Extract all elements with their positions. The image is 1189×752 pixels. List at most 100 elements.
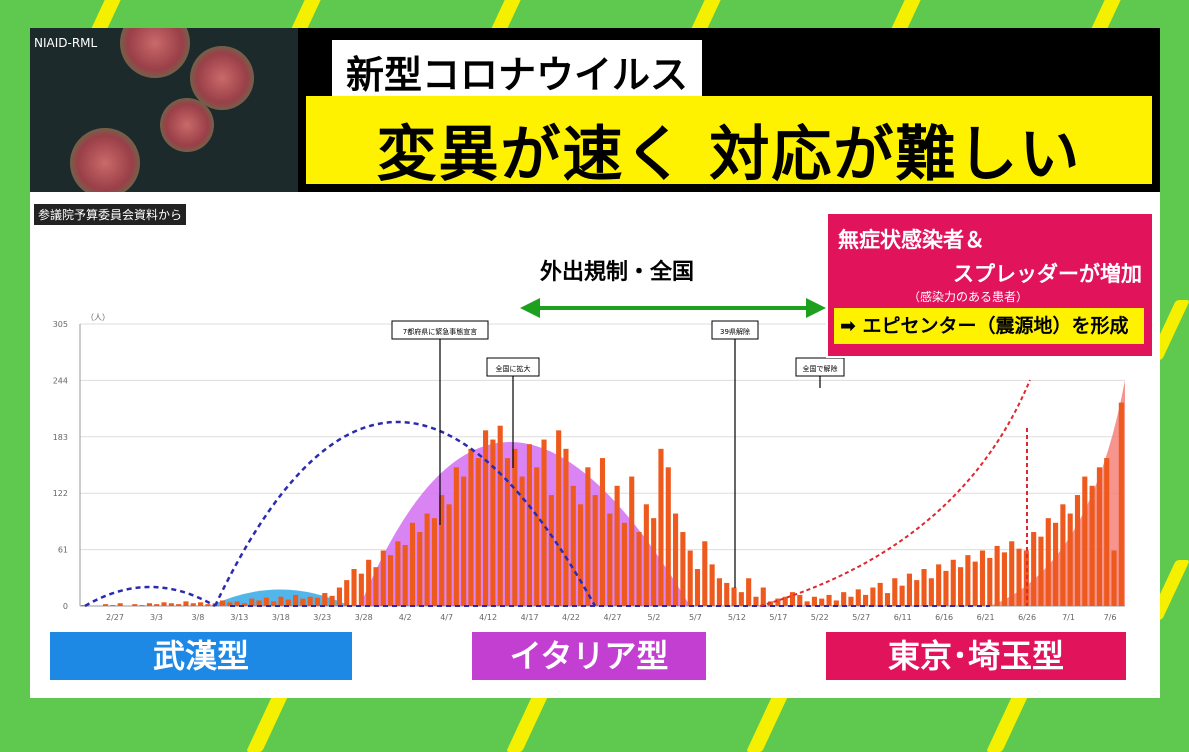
- bar: [680, 532, 686, 606]
- x-tick-label: 5/12: [728, 613, 746, 622]
- info-line-3: （感染力のある患者）: [908, 290, 1029, 304]
- x-tick-label: 3/18: [272, 613, 290, 622]
- info-line-2: スプレッダーが増加: [953, 262, 1142, 286]
- y-tick-label: 61: [58, 546, 68, 555]
- bar: [278, 596, 284, 606]
- bar: [753, 596, 759, 606]
- bar: [293, 594, 299, 606]
- bar: [1089, 485, 1095, 606]
- bar: [241, 603, 247, 606]
- bar: [322, 593, 328, 606]
- bar: [811, 596, 817, 606]
- bar: [1038, 536, 1044, 606]
- bar: [651, 518, 657, 606]
- y-tick-label: 305: [53, 320, 68, 329]
- bar: [1118, 402, 1124, 606]
- bar: [409, 522, 416, 606]
- bar: [928, 578, 934, 606]
- bar: [168, 603, 174, 606]
- bar: [877, 582, 883, 606]
- bar: [775, 598, 781, 606]
- bar: [994, 545, 1000, 606]
- decorative-stripe: [746, 692, 790, 752]
- announce-label: 外出規制・全国: [540, 260, 695, 285]
- x-tick-label: 7/1: [1062, 613, 1075, 622]
- bar: [1067, 513, 1073, 606]
- label-wuhan: 武漢型: [50, 632, 352, 680]
- annotation-label: 全国に拡大: [496, 364, 531, 373]
- x-tick-label: 6/26: [1018, 613, 1036, 622]
- bar: [227, 602, 233, 606]
- bar: [380, 550, 386, 606]
- bar: [987, 557, 993, 606]
- curve-italy: [213, 421, 597, 607]
- bar: [497, 425, 503, 606]
- x-tick-label: 6/11: [894, 613, 912, 622]
- bar: [943, 570, 949, 606]
- restriction-arrow-head-right: [806, 298, 826, 318]
- bar: [724, 582, 730, 606]
- bar: [563, 448, 569, 606]
- bar: [665, 467, 671, 606]
- bar: [1111, 550, 1117, 606]
- bar: [541, 439, 547, 606]
- bar: [395, 541, 401, 606]
- bar: [526, 444, 532, 606]
- bar: [344, 580, 350, 606]
- bar: [556, 430, 562, 606]
- bar: [263, 597, 269, 606]
- y-tick-label: 183: [53, 433, 68, 442]
- bar: [490, 439, 496, 606]
- bar: [658, 448, 664, 606]
- label-italy: イタリア型: [472, 632, 706, 680]
- bar: [782, 596, 788, 606]
- bar: [548, 495, 554, 606]
- bar: [534, 467, 540, 606]
- bar: [431, 518, 437, 606]
- x-tick-label: 2/27: [106, 613, 124, 622]
- bar: [629, 476, 635, 606]
- bar: [979, 550, 986, 606]
- bar: [636, 532, 642, 606]
- bar: [336, 587, 342, 606]
- bar: [453, 467, 459, 606]
- virus-particle: [190, 46, 254, 110]
- bar: [314, 597, 321, 606]
- bar: [599, 458, 606, 606]
- y-tick-label: 0: [63, 602, 68, 611]
- bar: [103, 604, 109, 606]
- virus-particle: [70, 128, 140, 192]
- bar: [1060, 504, 1066, 606]
- x-tick-label: 5/27: [852, 613, 870, 622]
- bar: [621, 522, 627, 606]
- bar: [139, 605, 145, 606]
- annotation-label: 全国で解除: [803, 364, 838, 373]
- x-tick-label: 7/6: [1104, 613, 1117, 622]
- bar: [475, 458, 481, 606]
- decorative-stripe: [246, 692, 290, 752]
- restriction-arrow-head-left: [520, 298, 540, 318]
- bar: [1045, 518, 1051, 606]
- bar: [205, 604, 211, 606]
- x-tick-label: 4/7: [440, 613, 453, 622]
- headline-title: 変異が速く 対応が難しい: [376, 120, 1082, 190]
- bar: [833, 600, 839, 606]
- bar: [146, 603, 152, 606]
- x-tick-label: 4/2: [399, 613, 412, 622]
- bar: [841, 592, 847, 606]
- bar: [863, 594, 869, 606]
- bar: [687, 550, 693, 606]
- bar: [797, 594, 803, 606]
- bar: [424, 513, 430, 606]
- bar: [607, 513, 613, 606]
- info-line-4: ➡ エピセンター（震源地）を形成: [834, 308, 1144, 344]
- bar: [154, 604, 160, 606]
- x-tick-label: 4/12: [479, 613, 497, 622]
- source-note: 参議院予算委員会資料から: [34, 204, 187, 225]
- bar: [848, 596, 854, 606]
- bar: [307, 596, 313, 606]
- bar: [1009, 541, 1015, 606]
- bar: [921, 569, 927, 606]
- bar: [234, 601, 240, 606]
- bar: [1074, 495, 1081, 606]
